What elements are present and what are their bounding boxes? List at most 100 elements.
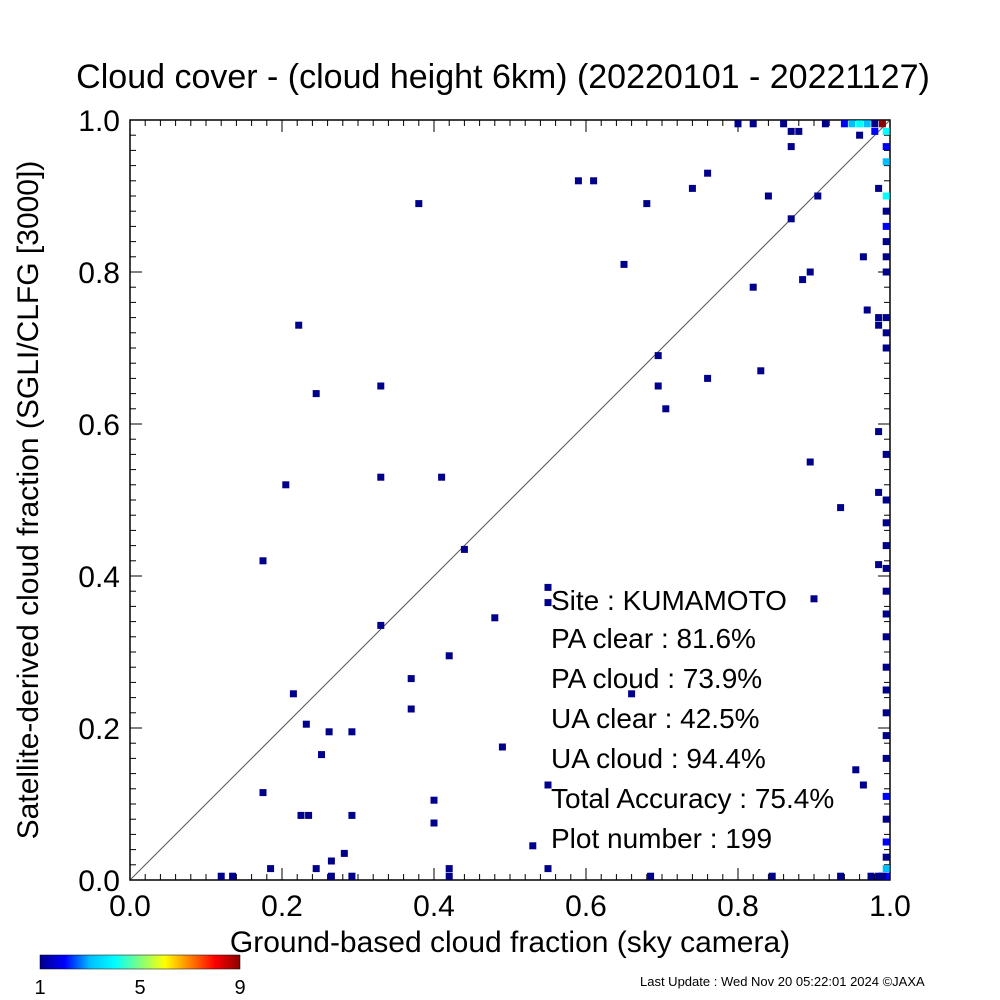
data-cell <box>445 652 453 660</box>
data-cell <box>863 120 871 128</box>
data-cell <box>882 754 890 762</box>
data-cell <box>312 865 320 873</box>
data-cell <box>259 557 267 565</box>
stat-ua-clear: UA clear : 42.5% <box>551 703 760 734</box>
data-cell <box>856 120 864 128</box>
data-cell <box>282 481 290 489</box>
data-cell <box>806 458 814 466</box>
x-tick-label: 0.2 <box>261 890 303 923</box>
colorbar-label-max: 9 <box>234 977 245 999</box>
colorbar-label-min: 1 <box>34 977 45 999</box>
data-cell <box>318 751 326 759</box>
data-cell <box>430 819 438 827</box>
data-cell <box>882 253 890 261</box>
data-cell <box>875 314 883 322</box>
data-cell <box>643 200 651 208</box>
data-cell <box>875 184 883 192</box>
stat-plot-number: Plot number : 199 <box>551 823 772 854</box>
data-cell <box>882 663 890 671</box>
data-cell <box>882 268 890 276</box>
y-tick-label: 0.4 <box>78 561 120 594</box>
data-cell <box>882 192 890 200</box>
data-cell <box>217 872 225 880</box>
y-tick-label: 0.6 <box>78 409 120 442</box>
data-cell <box>799 276 807 284</box>
data-cell <box>882 314 890 322</box>
data-cell <box>878 120 886 128</box>
y-tick-label: 0.0 <box>78 865 120 898</box>
y-tick-label: 1.0 <box>78 105 120 138</box>
data-cell <box>445 865 453 873</box>
data-cell <box>688 184 696 192</box>
data-cell <box>878 872 886 880</box>
data-cell <box>574 177 582 185</box>
data-cell <box>867 872 875 880</box>
data-cell <box>544 583 552 591</box>
data-cell <box>882 143 890 151</box>
data-cell <box>259 789 267 797</box>
data-cell <box>875 488 883 496</box>
data-cell <box>749 120 757 128</box>
data-cell <box>267 865 275 873</box>
data-cell <box>871 120 879 128</box>
data-cell <box>856 131 864 139</box>
stat-total-accuracy: Total Accuracy : 75.4% <box>551 783 834 814</box>
data-cell <box>407 675 415 683</box>
data-cell <box>806 268 814 276</box>
data-cell <box>289 690 297 698</box>
data-cell <box>325 728 333 736</box>
data-cell <box>498 743 506 751</box>
data-cell <box>620 260 628 268</box>
data-cell <box>882 872 890 880</box>
data-cell <box>734 120 742 128</box>
data-cell <box>430 796 438 804</box>
data-cell <box>882 587 890 595</box>
data-cell <box>852 766 860 774</box>
data-cell <box>882 838 890 846</box>
data-cell <box>882 865 890 873</box>
data-cell <box>327 872 335 880</box>
data-cell <box>882 238 890 246</box>
data-cell <box>875 872 883 880</box>
data-cell <box>590 177 598 185</box>
data-cell <box>882 127 890 135</box>
data-cell <box>297 811 305 819</box>
x-tick-label: 0.8 <box>717 890 759 923</box>
data-cell <box>859 781 867 789</box>
stat-ua-cloud: UA cloud : 94.4% <box>551 743 766 774</box>
data-cell <box>848 120 856 128</box>
data-cell <box>882 732 890 740</box>
data-cell <box>810 595 818 603</box>
y-axis-label: Satellite-derived cloud fraction (SGLI/C… <box>12 161 45 840</box>
data-cell <box>882 564 890 572</box>
x-tick-label: 1.0 <box>869 890 911 923</box>
last-update-text: Last Update : Wed Nov 20 05:22:01 2024 ©… <box>640 974 925 989</box>
data-cell <box>327 857 335 865</box>
x-tick-label: 0.4 <box>413 890 455 923</box>
colorbar <box>39 954 241 970</box>
data-cell <box>875 321 883 329</box>
x-tick-label: 0.6 <box>565 890 607 923</box>
data-cell <box>544 865 552 873</box>
colorbar-label-mid: 5 <box>134 977 145 999</box>
data-cell <box>647 872 655 880</box>
data-cell <box>757 367 765 375</box>
stat-site: Site : KUMAMOTO <box>551 585 787 616</box>
data-cell <box>882 344 890 352</box>
data-cell <box>764 192 772 200</box>
data-cell <box>768 872 776 880</box>
x-axis-label: Ground-based cloud fraction (sky camera) <box>230 926 790 959</box>
chart-title: Cloud cover - (cloud height 6km) (202201… <box>76 58 930 96</box>
data-cell <box>787 143 795 151</box>
data-cell <box>654 352 662 360</box>
data-cell <box>445 872 453 880</box>
stat-pa-clear: PA clear : 81.6% <box>551 623 756 654</box>
data-cell <box>882 207 890 215</box>
data-cell <box>491 614 499 622</box>
stat-pa-cloud: PA cloud : 73.9% <box>551 663 762 694</box>
data-cell <box>821 120 829 128</box>
stats-block: Site : KUMAMOTO PA clear : 81.6% PA clou… <box>551 585 834 854</box>
data-cell <box>749 283 757 291</box>
data-cell <box>882 686 890 694</box>
